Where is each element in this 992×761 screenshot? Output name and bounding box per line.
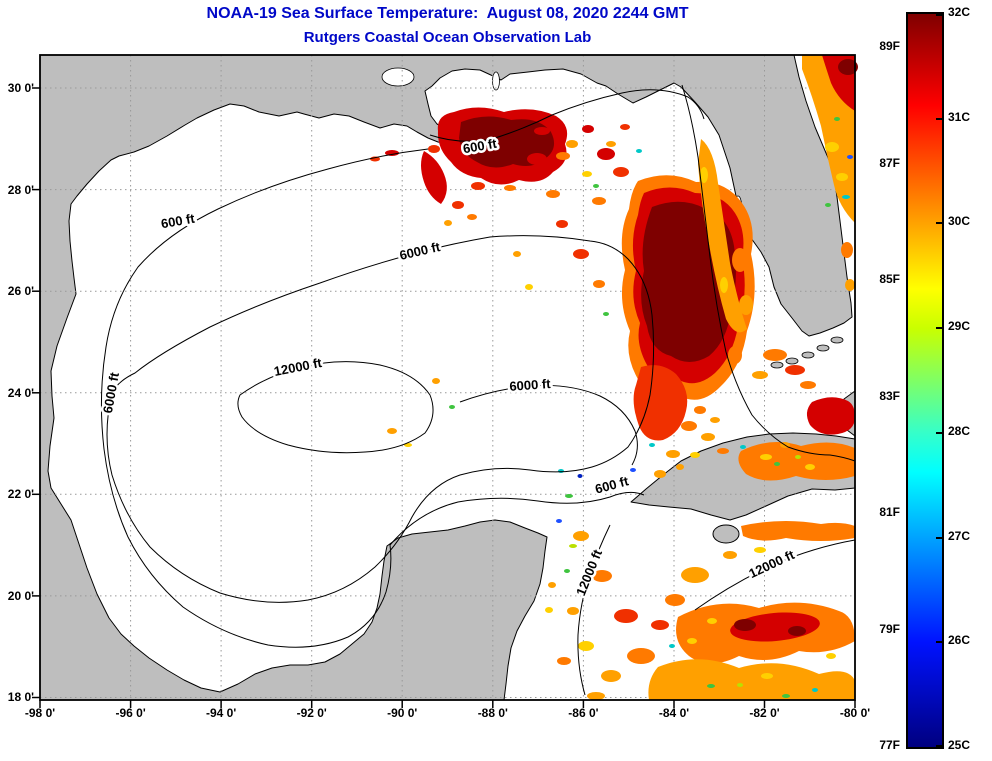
figure-title-line1: NOAA-19 Sea Surface Temperature: August …: [206, 5, 689, 22]
contour-600ft-florida-shelf: [681, 84, 856, 462]
colorbar-fahrenheit-label: 83F: [879, 389, 900, 403]
grid-lines: [40, 55, 855, 700]
contour-12000ft-yucatan: [577, 524, 611, 696]
colorbar-gradient: [908, 14, 942, 747]
x-tick-label: -92 0': [296, 706, 327, 720]
colorbar-celsius-label: 29C: [948, 319, 971, 333]
colorbar-tick: [936, 14, 942, 16]
colorbar-tick: [936, 745, 942, 747]
contour-12000ft-cayman: [694, 539, 856, 611]
colorbar-fahrenheit-label: 77F: [879, 738, 900, 752]
colorbar-tick: [936, 431, 942, 434]
colorbar-celsius-label: 30C: [948, 214, 971, 228]
mobile-bay: [492, 71, 500, 91]
sst-patch-florida-coast: [698, 139, 816, 389]
y-tick-label: 24 0': [7, 386, 34, 400]
colorbar-celsius-label: 26C: [948, 633, 971, 647]
florida-keys: [770, 336, 844, 369]
figure-title-line2: Rutgers Coastal Ocean Observation Lab: [303, 29, 592, 46]
sst-patch-west-specks: [387, 378, 455, 447]
y-tick-label: 28 0': [7, 183, 34, 197]
x-tick-label: -98 0': [24, 706, 56, 720]
colorbar: [906, 12, 944, 749]
contour-600ft-west-shelf: [100, 148, 645, 648]
colorbar-celsius-label: 27C: [948, 529, 971, 543]
y-tick-label: 30 0': [7, 81, 34, 95]
x-tick-label: -94 0': [205, 706, 237, 720]
colorbar-celsius-label: 31C: [948, 110, 971, 124]
y-tick-label: 18 0': [7, 690, 34, 704]
colorbar-celsius-label: 25C: [948, 738, 971, 752]
colorbar-tick: [936, 222, 942, 225]
axis-ticks: [32, 87, 856, 708]
colorbar-fahrenheit-label: 87F: [879, 156, 900, 170]
lake-pontchartrain: [381, 67, 415, 87]
colorbar-fahrenheit-label: 81F: [879, 505, 900, 519]
y-tick-label: 22 0': [7, 487, 34, 501]
y-tick-label: 26 0': [7, 284, 34, 298]
plot-border: [39, 54, 856, 701]
colorbar-tick: [936, 641, 942, 644]
map-plot-area: 600 ft 600 ft 600 ft 6000 ft 6000 ft 600…: [32, 54, 858, 708]
colorbar-celsius-label: 32C: [948, 5, 971, 19]
colorbar-tick: [936, 117, 942, 120]
colorbar-fahrenheit-label: 89F: [879, 39, 900, 53]
colorbar-fahrenheit-label: 85F: [879, 272, 900, 286]
contour-6000ft-branch: [459, 384, 638, 466]
sst-patch-straits: [676, 397, 855, 481]
sst-data-patches: [370, 55, 858, 700]
x-tick-label: -86 0': [568, 706, 599, 720]
colorbar-tick: [936, 327, 942, 330]
x-tick-label: -84 0': [658, 706, 690, 720]
island-isle-of-youth: [712, 524, 740, 544]
x-tick-label: -82 0': [749, 706, 780, 720]
sst-patch-yucatan-channel: [545, 469, 655, 700]
x-tick-label: -90 0': [387, 706, 418, 720]
contour-600ft-northeast: [429, 89, 705, 142]
contour-12000ft-basin: [237, 361, 434, 454]
colorbar-tick: [936, 536, 942, 539]
y-tick-label: 20 0': [7, 589, 34, 603]
contour-6000ft-loop: [106, 235, 655, 603]
sst-patch-north-central-specks: [513, 124, 642, 316]
gulf-map: 600 ft 600 ft 600 ft 6000 ft 6000 ft 600…: [32, 54, 858, 708]
x-tick-label: -96 0': [115, 706, 146, 720]
sst-patch-atlantic: [802, 55, 858, 291]
bathymetry-contours: [100, 84, 856, 696]
contour-label: 6000 ft: [509, 376, 552, 394]
colorbar-fahrenheit-label: 79F: [879, 622, 900, 636]
sst-patch-caribbean: [648, 520, 855, 700]
land-masses: [39, 54, 856, 701]
x-tick-label: -80 0': [839, 706, 871, 720]
colorbar-celsius-label: 28C: [948, 424, 971, 438]
x-tick-label: -88 0': [477, 706, 508, 720]
